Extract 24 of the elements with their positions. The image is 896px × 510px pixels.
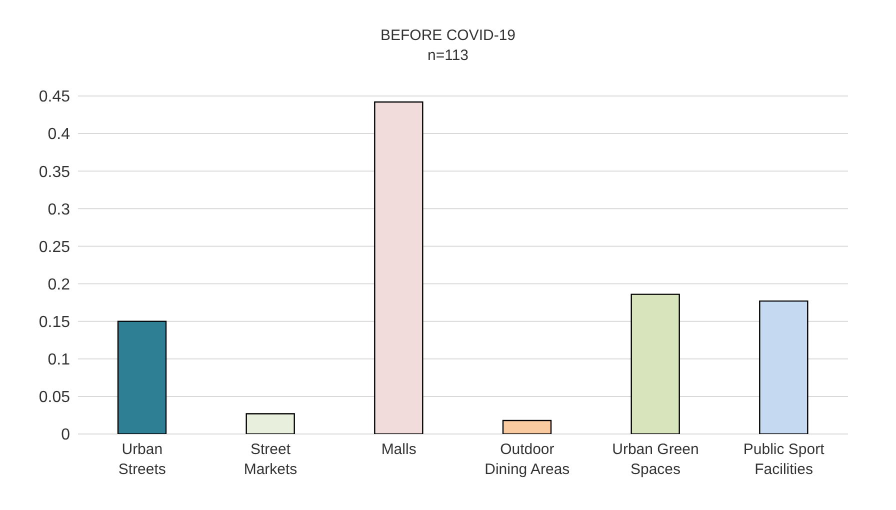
x-tick-label: Urban Green Spaces: [612, 441, 699, 478]
bar: [374, 101, 424, 434]
chart-subtitle: n=113: [426, 46, 470, 66]
bar: [246, 413, 295, 434]
y-tick-label: 0.05: [38, 389, 70, 406]
y-tick-label: 0.2: [48, 276, 70, 294]
bar: [117, 320, 167, 434]
y-tick-label: 0.3: [48, 201, 70, 218]
bar: [759, 300, 808, 434]
y-tick-label: 0.25: [38, 238, 70, 256]
chart-title: BEFORE COVID-19: [379, 26, 517, 46]
x-tick-label: Street Markets: [244, 441, 298, 478]
x-tick-label: Malls: [381, 441, 416, 458]
bar: [502, 420, 552, 434]
y-tick-label: 0.4: [48, 126, 70, 144]
bar: [630, 294, 680, 434]
y-tick-label: 0: [61, 426, 70, 444]
x-tick-label: Urban Streets: [118, 441, 166, 478]
y-tick-label: 0.15: [38, 314, 70, 332]
y-tick-label: 0.35: [38, 164, 70, 181]
x-tick-label: Outdoor Dining Areas: [484, 441, 570, 478]
y-tick-label: 0.1: [48, 352, 70, 369]
y-tick-label: 0.45: [38, 88, 70, 106]
x-tick-label: Public Sport Facilities: [743, 441, 826, 478]
